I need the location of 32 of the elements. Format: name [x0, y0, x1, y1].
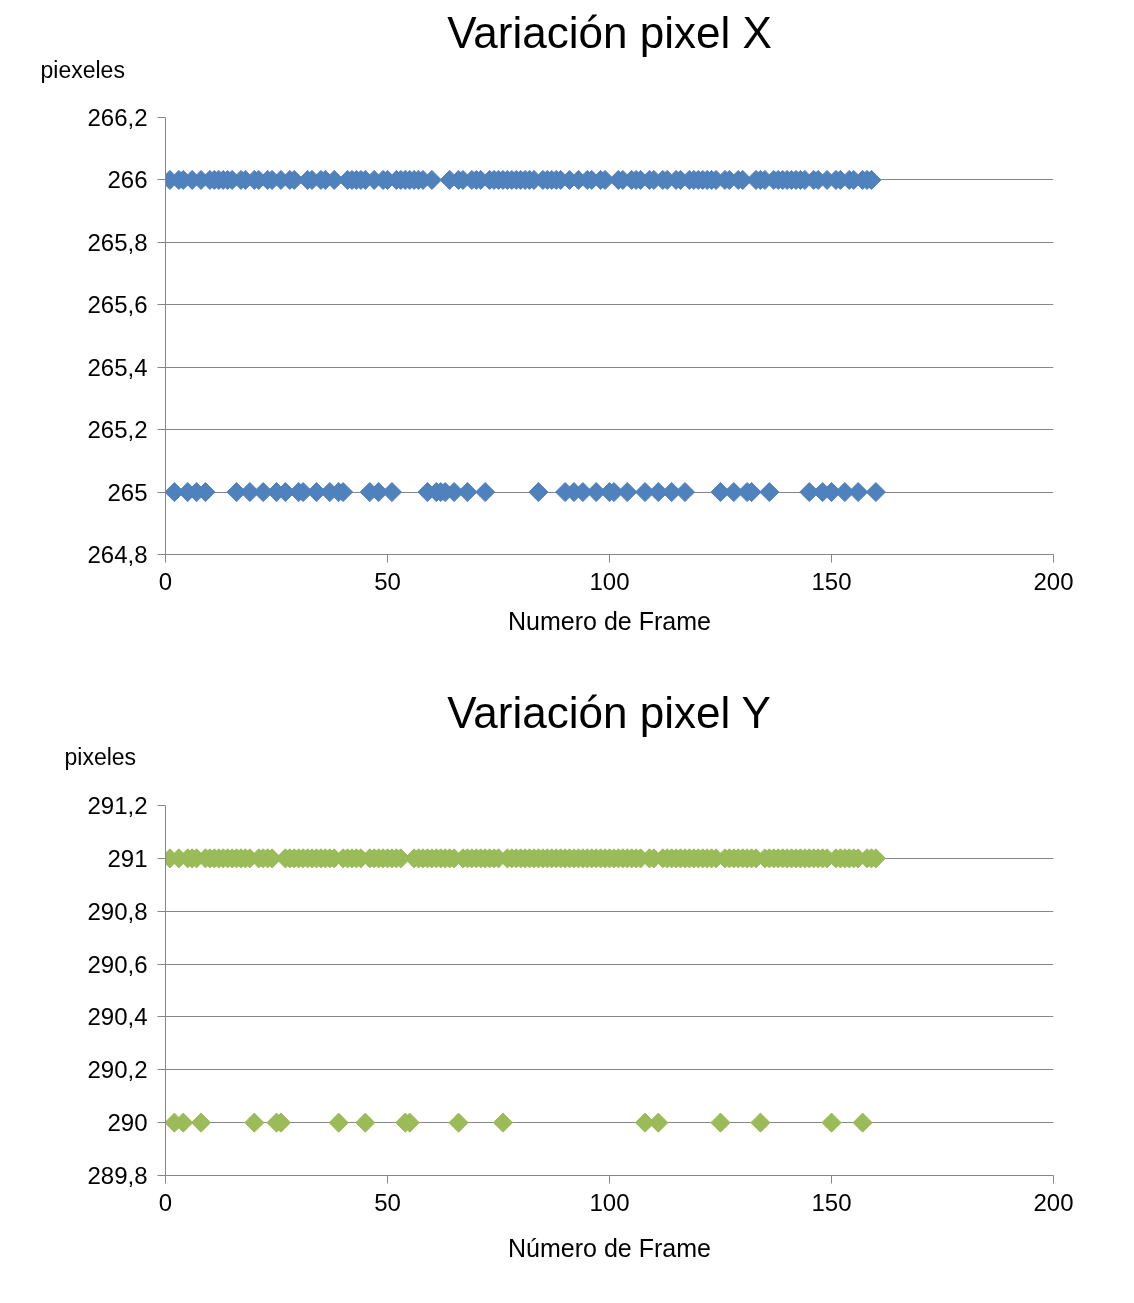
x-tick-label: 150: [811, 1188, 852, 1216]
y-tick-label: 265,2: [87, 416, 148, 444]
x-tick-label: 150: [811, 567, 852, 595]
y-tick-label: 264,8: [87, 541, 148, 568]
y-axis-title: piexeles: [40, 57, 125, 83]
x-tick-label: 100: [589, 1188, 630, 1216]
y-tick-label: 265: [107, 478, 148, 506]
y-tick-label: 289,8: [87, 1162, 148, 1189]
y-tick-label: 290,2: [87, 1056, 148, 1084]
x-tick-label: 100: [589, 567, 630, 595]
x-tick-label: 0: [158, 1188, 173, 1216]
y-tick-label: 290,6: [87, 950, 148, 978]
y-tick-label: 291,2: [87, 792, 148, 819]
x-tick-label: 50: [374, 567, 401, 595]
y-tick-label: 266: [107, 166, 148, 194]
chart-title: Variación pixel Y: [447, 687, 771, 737]
x-tick-label: 200: [1033, 1188, 1074, 1216]
y-tick-label: 265,8: [87, 228, 148, 256]
y-tick-label: 290,8: [87, 897, 148, 925]
y-tick-label: 290,4: [87, 1003, 148, 1031]
y-tick-label: 266,2: [87, 104, 148, 131]
y-tick-label: 290: [107, 1109, 148, 1137]
x-axis-title: Número de Frame: [508, 1233, 711, 1262]
x-tick-label: 200: [1033, 567, 1074, 595]
y-tick-label: 265,4: [87, 353, 148, 381]
chart-title: Variación pixel X: [447, 8, 772, 57]
x-axis-title: Numero de Frame: [508, 606, 711, 635]
x-tick-label: 50: [374, 1188, 401, 1216]
y-tick-label: 291: [107, 844, 148, 872]
y-axis-title: pixeles: [64, 743, 137, 770]
x-tick-label: 0: [158, 567, 173, 595]
y-tick-label: 265,6: [87, 291, 148, 319]
